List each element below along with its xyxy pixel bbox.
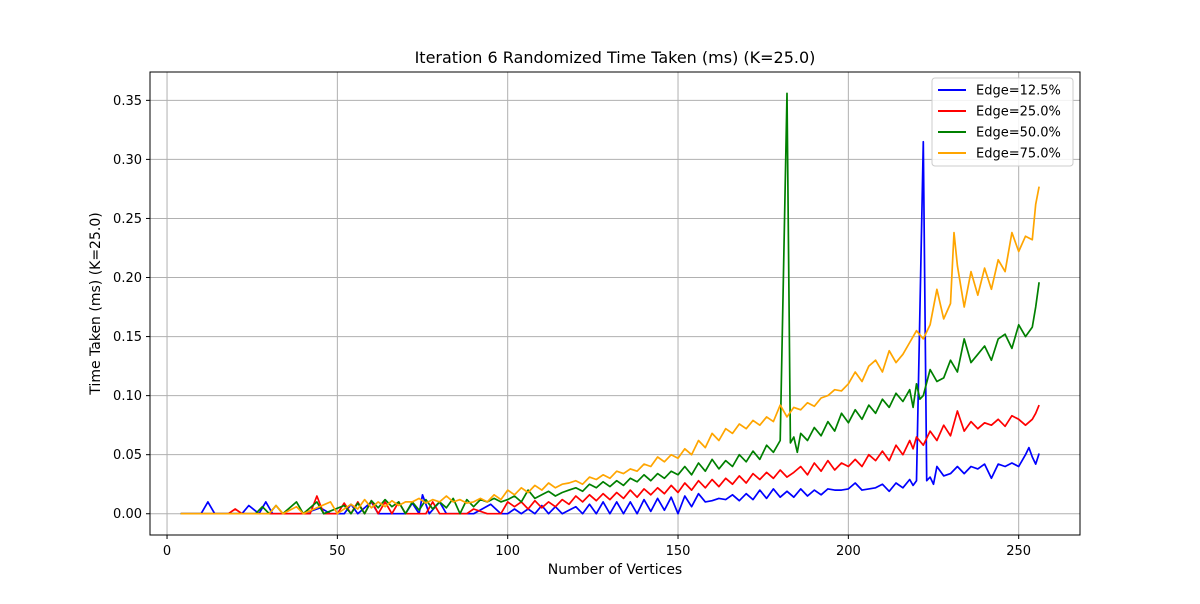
legend-entry: Edge=25.0% xyxy=(976,105,1061,120)
x-axis-ticks: 0 50 100 150 200 250 xyxy=(163,535,1031,559)
y-tick-label: 0.00 xyxy=(113,507,142,522)
x-tick-label: 250 xyxy=(1006,544,1031,559)
plot-frame xyxy=(149,71,1081,536)
x-axis-label: Number of Vertices xyxy=(548,562,682,578)
series-line xyxy=(180,92,1040,515)
y-axis-ticks: 0.00 0.05 0.10 0.15 0.20 0.25 0.30 0.35 xyxy=(113,94,150,522)
legend-entry: Edge=12.5% xyxy=(976,84,1061,99)
y-tick-label: 0.20 xyxy=(113,271,142,286)
y-tick-label: 0.15 xyxy=(113,330,142,345)
x-tick-label: 150 xyxy=(666,544,691,559)
y-tick-label: 0.25 xyxy=(113,212,142,227)
x-tick-label: 100 xyxy=(495,544,520,559)
legend-entry: Edge=50.0% xyxy=(976,126,1061,141)
y-tick-label: 0.10 xyxy=(113,389,142,404)
chart-title: Iteration 6 Randomized Time Taken (ms) (… xyxy=(415,48,816,67)
y-axis-label: Time Taken (ms) (K=25.0) xyxy=(88,212,104,395)
legend: Edge=12.5% Edge=25.0% Edge=50.0% Edge=75.0% xyxy=(931,77,1074,167)
y-tick-label: 0.05 xyxy=(113,448,142,463)
series-layer xyxy=(180,92,1040,515)
x-tick-label: 0 xyxy=(163,544,171,559)
x-tick-label: 50 xyxy=(329,544,346,559)
legend-entry: Edge=75.0% xyxy=(976,147,1061,162)
series-line xyxy=(180,186,1040,515)
series-line xyxy=(180,140,1040,515)
y-tick-label: 0.30 xyxy=(113,153,142,168)
series-line xyxy=(180,404,1040,515)
y-tick-label: 0.35 xyxy=(113,94,142,109)
legend-box xyxy=(931,77,1074,167)
x-tick-label: 200 xyxy=(836,544,861,559)
